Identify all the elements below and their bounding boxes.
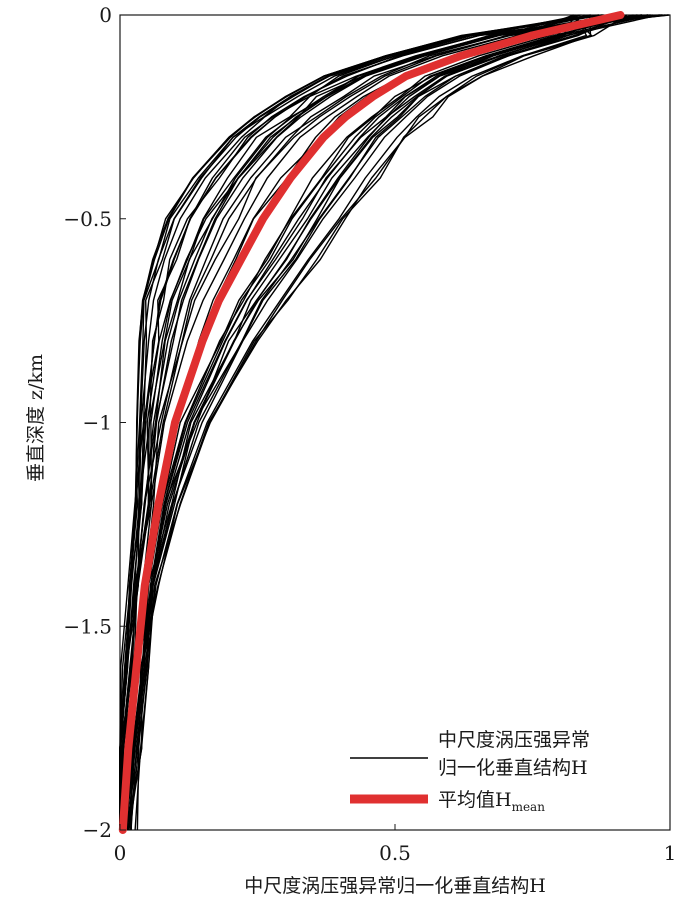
x-tick-label: 0 [114, 841, 127, 865]
y-axis-label: 垂直深度 z/km [25, 354, 47, 482]
x-axis-label: 中尺度涡压强异常归一化垂直结构H [244, 875, 546, 897]
profile-line [119, 14, 600, 830]
x-tick-label: 1 [664, 841, 677, 865]
x-tick-label: 0.5 [379, 841, 411, 865]
profile-line [119, 14, 580, 831]
legend: 中尺度涡压强异常 归一化垂直结构H 平均值Hmean [350, 729, 590, 814]
profile-line [136, 14, 592, 831]
profile-line [119, 14, 603, 830]
profile-line [130, 14, 643, 831]
mean-line [118, 11, 625, 834]
profile-line [129, 14, 625, 831]
profile-line [127, 14, 599, 831]
legend-profiles-label-line2: 归一化垂直结构H [438, 757, 588, 779]
profile-line [119, 14, 662, 830]
y-tick-label: −1.5 [63, 614, 112, 638]
legend-mean-label: 平均值Hmean [438, 789, 545, 814]
tick-layer: 0 0.5 1 0 −0.5 −1 −1.5 −2 [63, 3, 676, 865]
profile-line [121, 14, 666, 831]
profile-line [119, 14, 618, 831]
profile-line [119, 14, 582, 830]
series-layer [118, 11, 670, 834]
y-tick-label: −2 [83, 818, 112, 842]
y-tick-label: −1 [83, 411, 112, 435]
profile-line [119, 14, 660, 830]
legend-mean-subscript: mean [512, 800, 546, 814]
y-tick-label: 0 [99, 3, 112, 27]
legend-mean-main: 平均值H [438, 789, 512, 811]
profile-line [124, 14, 660, 831]
profile-line [126, 14, 592, 831]
profile-line [119, 14, 610, 831]
legend-profiles-label-line1: 中尺度涡压强异常 [438, 729, 590, 751]
profile-line [129, 14, 588, 831]
profile-line [128, 14, 628, 831]
y-tick-label: −0.5 [63, 207, 112, 231]
profile-line [125, 14, 653, 831]
